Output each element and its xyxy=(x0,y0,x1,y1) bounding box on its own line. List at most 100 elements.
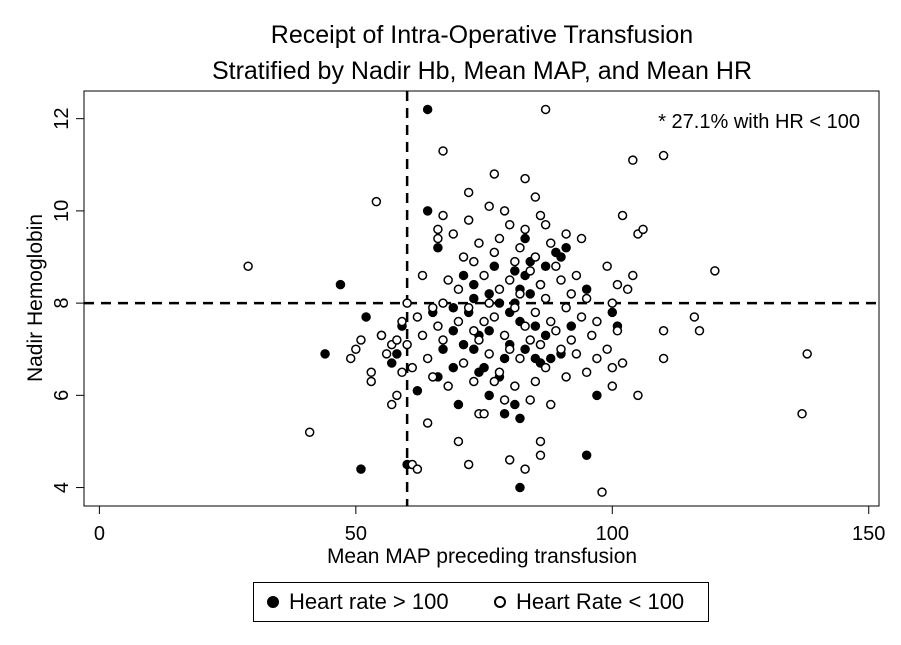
y-axis-label: Nadir Hemoglobin xyxy=(24,214,47,382)
data-point-hr-under-100 xyxy=(530,307,541,318)
data-point-hr-under-100 xyxy=(530,252,541,262)
data-point-hr-under-100 xyxy=(366,367,376,378)
data-point-hr-under-100 xyxy=(397,316,407,327)
data-point-hr-under-100 xyxy=(638,224,648,235)
data-point-hr-under-100 xyxy=(535,436,546,447)
data-point-hr-under-100 xyxy=(386,399,397,410)
data-point-hr-under-100 xyxy=(489,169,500,179)
data-point-hr-under-100 xyxy=(479,316,489,327)
data-point-hr-over-100 xyxy=(448,362,459,373)
data-point-hr-under-100 xyxy=(448,229,459,239)
data-point-hr-under-100 xyxy=(484,201,494,212)
data-point-hr-under-100 xyxy=(494,367,505,378)
data-point-hr-over-100 xyxy=(520,344,530,354)
data-point-hr-under-100 xyxy=(433,224,443,235)
data-point-hr-under-100 xyxy=(453,316,464,327)
data-point-hr-under-100 xyxy=(530,376,541,387)
data-point-hr-under-100 xyxy=(576,312,587,322)
data-point-hr-under-100 xyxy=(545,316,556,327)
data-point-hr-under-100 xyxy=(428,372,438,382)
data-point-hr-over-100 xyxy=(484,390,494,401)
data-point-hr-under-100 xyxy=(510,302,520,313)
data-point-hr-over-100 xyxy=(433,243,443,253)
data-point-hr-under-100 xyxy=(397,367,407,378)
filled-circle-icon xyxy=(267,596,279,608)
data-point-hr-over-100 xyxy=(320,349,330,359)
x-tick-label: 150 xyxy=(852,523,885,545)
data-point-hr-under-100 xyxy=(504,455,515,465)
hollow-circle-icon xyxy=(494,596,506,608)
legend-label-hr-over-100: Heart rate > 100 xyxy=(289,589,449,614)
data-point-hr-under-100 xyxy=(551,261,561,271)
data-point-hr-under-100 xyxy=(458,252,469,262)
data-point-hr-under-100 xyxy=(417,330,428,341)
data-point-hr-under-100 xyxy=(622,284,633,295)
data-point-hr-under-100 xyxy=(422,353,433,364)
data-point-hr-under-100 xyxy=(489,247,500,258)
data-point-hr-under-100 xyxy=(525,395,535,405)
data-point-hr-under-100 xyxy=(556,275,566,285)
x-axis: 0 50 100 150 xyxy=(94,506,885,545)
data-point-hr-over-100 xyxy=(515,413,525,424)
data-point-hr-over-100 xyxy=(489,261,500,271)
data-point-hr-under-100 xyxy=(371,196,382,207)
data-point-hr-over-100 xyxy=(469,293,479,304)
data-point-hr-under-100 xyxy=(612,326,623,336)
data-point-hr-under-100 xyxy=(381,349,392,359)
data-point-hr-under-100 xyxy=(581,367,592,378)
data-point-hr-under-100 xyxy=(602,344,612,354)
data-point-hr-over-100 xyxy=(556,252,566,262)
data-point-hr-under-100 xyxy=(628,270,638,281)
data-point-hr-over-100 xyxy=(494,298,505,308)
data-point-hr-under-100 xyxy=(438,210,448,221)
data-point-hr-under-100 xyxy=(566,289,577,299)
data-point-hr-over-100 xyxy=(335,279,346,290)
data-point-hr-under-100 xyxy=(551,326,561,336)
data-point-hr-under-100 xyxy=(499,206,510,216)
data-point-hr-under-100 xyxy=(463,302,474,313)
data-point-hr-under-100 xyxy=(540,362,551,373)
data-point-hr-under-100 xyxy=(417,270,428,281)
data-point-hr-under-100 xyxy=(607,381,618,391)
data-point-hr-under-100 xyxy=(443,275,453,285)
data-point-hr-under-100 xyxy=(499,395,510,405)
y-axis: 4 6 8 10 12 xyxy=(51,108,84,493)
data-point-hr-over-100 xyxy=(592,390,602,401)
data-points xyxy=(243,104,812,497)
data-point-hr-under-100 xyxy=(484,298,494,308)
data-point-hr-under-100 xyxy=(576,233,587,244)
data-point-hr-over-100 xyxy=(458,339,469,350)
annotation-hr-percent: * 27.1% with HR < 100 xyxy=(658,111,860,133)
data-point-hr-under-100 xyxy=(535,279,546,290)
data-point-hr-over-100 xyxy=(469,279,479,290)
data-point-hr-over-100 xyxy=(356,464,366,474)
data-point-hr-under-100 xyxy=(535,210,546,221)
data-point-hr-under-100 xyxy=(556,344,566,354)
data-point-hr-under-100 xyxy=(510,381,520,391)
data-point-hr-under-100 xyxy=(797,409,807,419)
data-point-hr-under-100 xyxy=(592,353,602,364)
data-point-hr-under-100 xyxy=(422,418,433,428)
data-point-hr-over-100 xyxy=(499,409,510,419)
data-point-hr-over-100 xyxy=(561,243,571,253)
data-point-hr-under-100 xyxy=(463,215,474,225)
data-point-hr-over-100 xyxy=(453,399,464,410)
data-point-hr-under-100 xyxy=(545,238,556,248)
data-point-hr-under-100 xyxy=(443,381,453,391)
data-point-hr-under-100 xyxy=(453,436,464,447)
data-point-hr-over-100 xyxy=(474,367,484,378)
legend-label-hr-under-100: Heart Rate < 100 xyxy=(516,589,685,614)
data-point-hr-under-100 xyxy=(510,256,520,267)
data-point-hr-under-100 xyxy=(366,376,376,387)
data-point-hr-under-100 xyxy=(515,289,525,299)
data-point-hr-under-100 xyxy=(469,376,479,387)
data-point-hr-under-100 xyxy=(525,335,535,345)
data-point-hr-under-100 xyxy=(535,450,546,461)
data-point-hr-under-100 xyxy=(463,459,474,470)
data-point-hr-under-100 xyxy=(484,349,494,359)
data-point-hr-under-100 xyxy=(402,298,412,308)
data-point-hr-under-100 xyxy=(412,312,423,322)
data-point-hr-under-100 xyxy=(571,349,582,359)
data-point-hr-under-100 xyxy=(499,330,510,341)
data-point-hr-over-100 xyxy=(484,326,494,336)
